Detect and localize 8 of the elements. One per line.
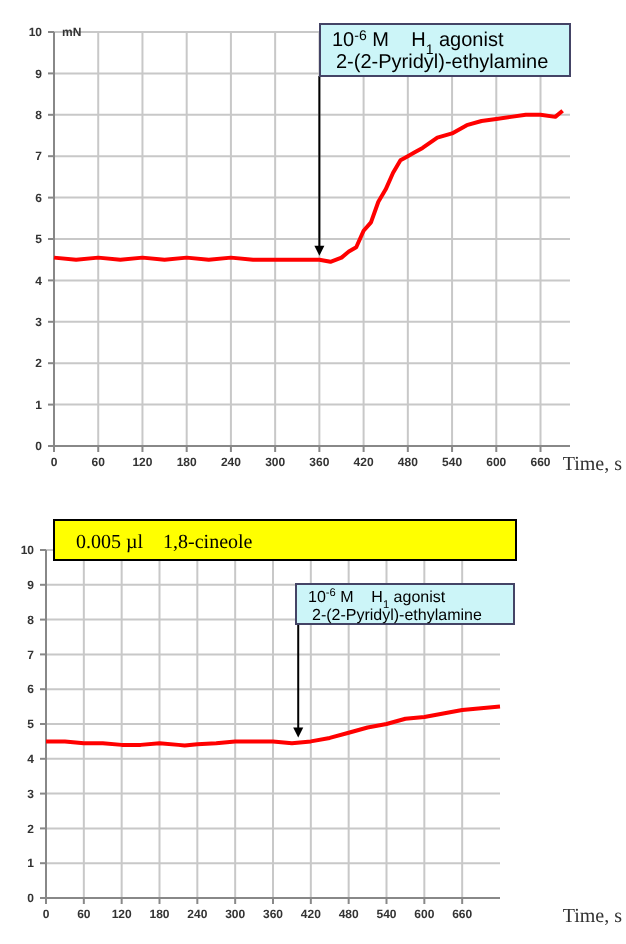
line-series — [44, 704, 502, 748]
line-series — [52, 108, 565, 264]
x-axis-title: Time, s — [562, 454, 623, 476]
annotation: 10$^{-6}$ M H$_{1}$ agonist 2-(2-Pyridyl)-ethylamine — [332, 29, 550, 74]
annotation: 10$^{-6}$ M H$_{1}$ agonist 2-(2-Pyridyl)-ethylamine — [308, 588, 483, 624]
x-axis-title: Time, s — [562, 906, 623, 928]
chart-title: 0.005 µl 1,8-cineole — [76, 532, 254, 554]
title-box: 0.005 µl 1,8-cineole — [53, 519, 517, 561]
